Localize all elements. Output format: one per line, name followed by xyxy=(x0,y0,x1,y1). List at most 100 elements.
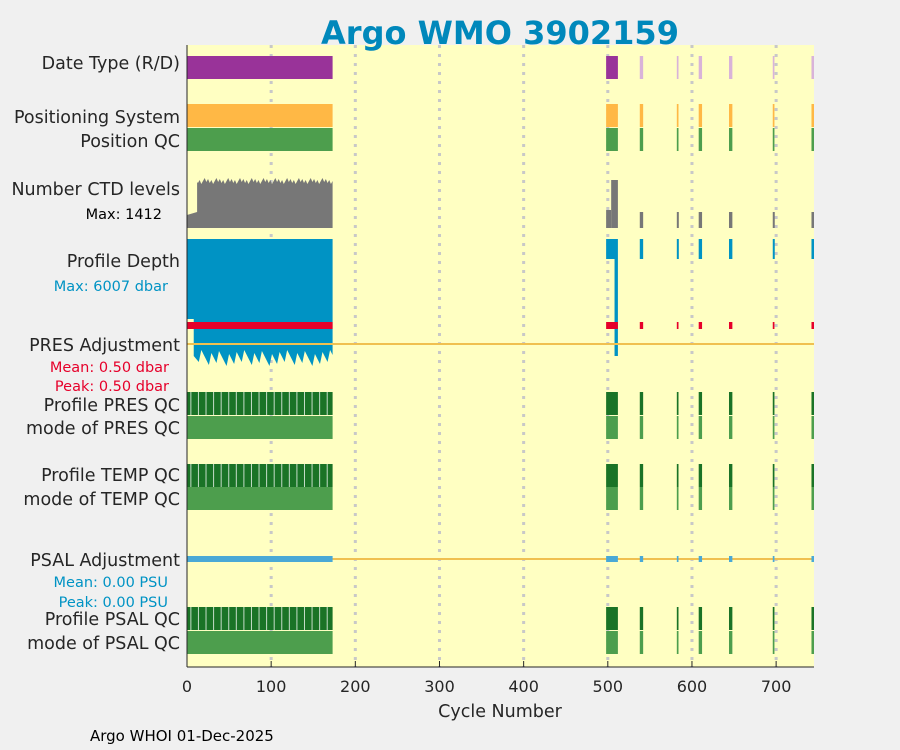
positioning-band-main xyxy=(187,104,333,127)
profile-temp-qc-gap xyxy=(266,464,268,487)
profile-depth-seg-7 xyxy=(811,239,814,259)
row-label-positioning-system: Positioning System xyxy=(14,108,180,128)
position-qc-band-seg-3 xyxy=(676,128,679,151)
profile-depth-main xyxy=(187,239,333,319)
mode-pres-qc-band-seg-7 xyxy=(811,416,814,439)
row-label-mode-psal-qc: mode of PSAL QC xyxy=(27,634,180,654)
mode-temp-qc-band-seg-6 xyxy=(772,487,775,510)
profile-pres-qc-seg-5 xyxy=(728,392,733,415)
x-axis: 0 100 200 300 400 500 600 700 xyxy=(182,45,814,696)
data-marks xyxy=(187,56,814,654)
positioning-band-seg-1 xyxy=(606,104,618,127)
profile-pres-qc-gap xyxy=(281,392,283,415)
profile-pres-qc-seg-2 xyxy=(639,392,644,415)
profile-psal-qc-gap xyxy=(311,607,313,630)
profile-pres-qc-seg-7 xyxy=(811,392,814,415)
row-label-psal-adjustment: PSAL Adjustment xyxy=(30,551,180,571)
ctd-levels-seg-6 xyxy=(772,212,775,228)
mode-psal-qc-band-seg-4 xyxy=(698,631,703,654)
profile-psal-qc-gap xyxy=(213,607,215,630)
position-qc-band-seg-7 xyxy=(811,128,814,151)
profile-temp-qc-gap xyxy=(213,464,215,487)
ctd-levels-seg-3 xyxy=(676,212,679,228)
mode-psal-qc-band-seg-3 xyxy=(676,631,679,654)
profile-psal-qc-seg-6 xyxy=(772,607,775,630)
psal-adjustment-seg-1 xyxy=(606,556,618,562)
date-type-band-seg-4 xyxy=(698,56,703,79)
date-type-band-seg-3 xyxy=(676,56,679,79)
mode-pres-qc-band-seg-3 xyxy=(676,416,679,439)
profile-psal-qc-gap xyxy=(258,607,260,630)
profile-psal-qc-gap xyxy=(273,607,275,630)
mode-psal-qc-band-main xyxy=(187,631,333,654)
position-qc-band-seg-5 xyxy=(728,128,733,151)
profile-temp-qc-seg-2 xyxy=(639,464,644,487)
profile-psal-qc-seg-2 xyxy=(639,607,644,630)
ctd-levels-seg-5 xyxy=(728,212,733,228)
profile-pres-qc-seg-3 xyxy=(676,392,679,415)
profile-temp-qc-gap xyxy=(220,464,222,487)
psal-peak-annotation: Peak: 0.00 PSU xyxy=(59,595,168,611)
mode-psal-qc-band-seg-6 xyxy=(772,631,775,654)
x-tick-label-400: 400 xyxy=(508,677,539,696)
pres-adjustment-seg-7 xyxy=(811,322,814,329)
depth-max-annotation: Max: 6007 dbar xyxy=(54,279,168,295)
row-label-mode-temp-qc: mode of TEMP QC xyxy=(23,490,180,510)
mode-pres-qc-band-seg-5 xyxy=(728,416,733,439)
profile-pres-qc-seg-1 xyxy=(606,392,618,415)
mode-temp-qc-band-seg-3 xyxy=(676,487,679,510)
profile-psal-qc-gap xyxy=(281,607,283,630)
profile-pres-qc-gap xyxy=(213,392,215,415)
ctd-max-annotation: Max: 1412 xyxy=(86,207,162,223)
position-qc-band-main xyxy=(187,128,333,151)
mode-pres-qc-band-seg-2 xyxy=(639,416,644,439)
profile-temp-qc-gap xyxy=(258,464,260,487)
pres-adjustment-seg-1 xyxy=(606,322,618,329)
row-label-position-qc: Position QC xyxy=(80,132,180,152)
positioning-band-seg-3 xyxy=(676,104,679,127)
profile-psal-qc-seg-7 xyxy=(811,607,814,630)
profile-psal-qc-gap xyxy=(296,607,298,630)
mode-psal-qc-band-seg-5 xyxy=(728,631,733,654)
profile-temp-qc-seg-7 xyxy=(811,464,814,487)
profile-psal-qc-gap xyxy=(326,607,328,630)
profile-psal-qc-gap xyxy=(243,607,245,630)
row-label-ctd-levels: Number CTD levels xyxy=(11,180,180,200)
profile-psal-qc-gap xyxy=(220,607,222,630)
psal-adjustment-seg-2 xyxy=(639,556,644,562)
position-qc-band-seg-4 xyxy=(698,128,703,151)
position-qc-band-seg-2 xyxy=(639,128,644,151)
profile-psal-qc-gap xyxy=(319,607,321,630)
profile-pres-qc-gap xyxy=(205,392,207,415)
profile-depth-seg-1 xyxy=(606,239,618,259)
mode-temp-qc-band-seg-2 xyxy=(639,487,644,510)
pres-adjustment-seg-3 xyxy=(676,322,679,329)
profile-depth-tail xyxy=(193,319,333,366)
profile-pres-qc-gap xyxy=(197,392,199,415)
profile-psal-qc-gap xyxy=(235,607,237,630)
ctd-levels-seg-2 xyxy=(639,212,644,228)
profile-depth-seg-1-tail xyxy=(614,259,618,356)
profile-pres-qc-gap xyxy=(228,392,230,415)
mode-pres-qc-band-seg-6 xyxy=(772,416,775,439)
profile-temp-qc-gap xyxy=(303,464,305,487)
mode-temp-qc-band-seg-4 xyxy=(698,487,703,510)
date-type-band-seg-7 xyxy=(811,56,814,79)
date-type-band-seg-2 xyxy=(639,56,644,79)
profile-pres-qc-gap xyxy=(190,392,192,415)
pres-mean-annotation: Mean: 0.50 dbar xyxy=(50,360,169,376)
profile-pres-qc-gap xyxy=(303,392,305,415)
profile-temp-qc-seg-3 xyxy=(676,464,679,487)
profile-pres-qc-gap xyxy=(266,392,268,415)
x-tick-label-300: 300 xyxy=(424,677,455,696)
row-label-pres-adjustment: PRES Adjustment xyxy=(29,336,180,356)
psal-mean-annotation: Mean: 0.00 PSU xyxy=(54,575,168,591)
profile-pres-qc-gap xyxy=(235,392,237,415)
mode-temp-qc-band-seg-1 xyxy=(606,487,618,510)
positioning-band-seg-6 xyxy=(772,104,775,127)
psal-adjustment-seg-4 xyxy=(698,556,703,562)
pres-adjustment-seg-6 xyxy=(772,322,775,329)
profile-pres-qc-gap xyxy=(243,392,245,415)
mode-temp-qc-band-seg-7 xyxy=(811,487,814,510)
profile-psal-qc-seg-3 xyxy=(676,607,679,630)
